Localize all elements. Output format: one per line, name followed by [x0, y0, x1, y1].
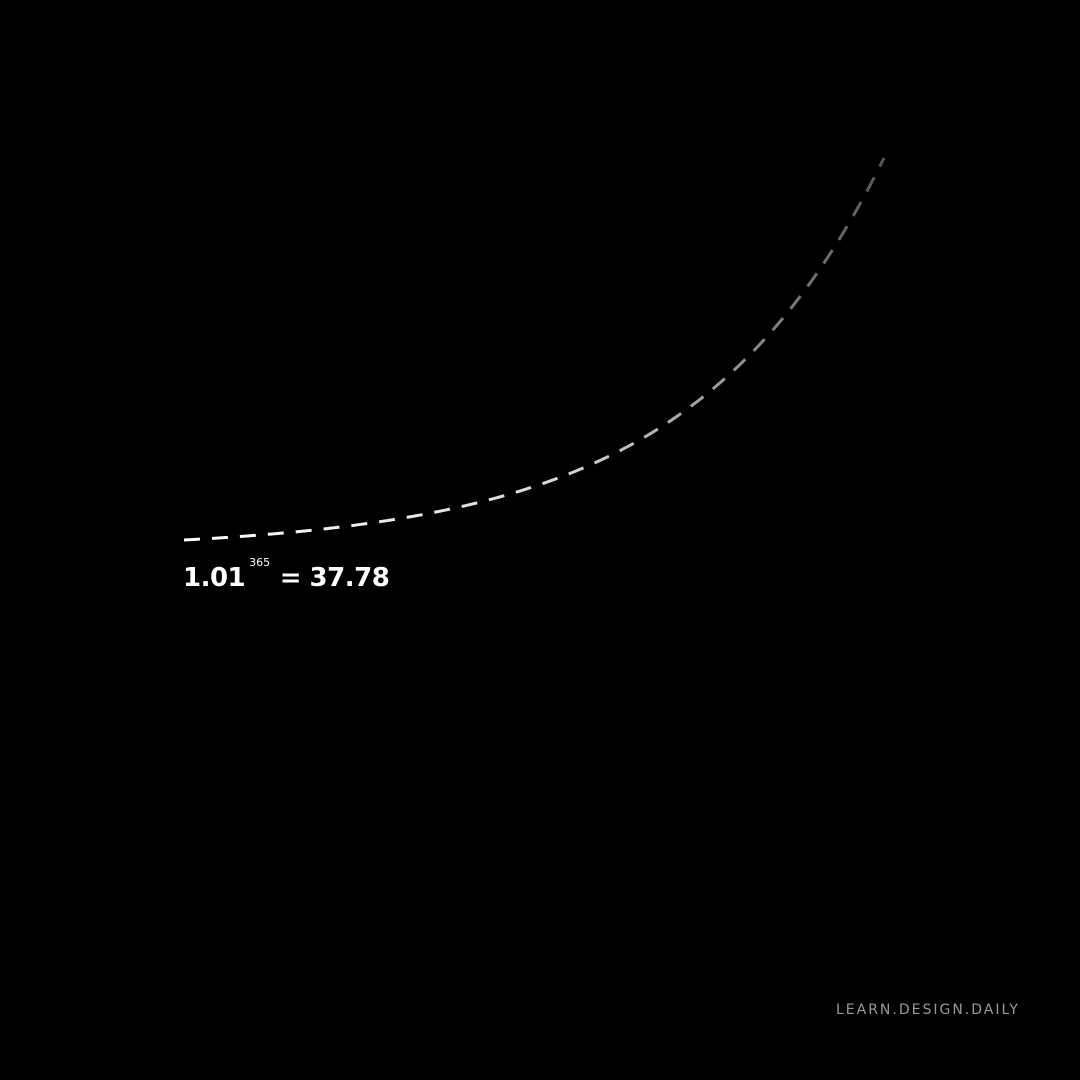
formula-exponent: 365	[249, 556, 271, 569]
formula-label: 1.01365 = 37.78	[183, 556, 390, 601]
brand-watermark: LEARN.DESIGN.DAILY	[835, 1002, 1020, 1018]
formula-base: 1.01	[183, 563, 246, 593]
formula-result: = 37.78	[279, 563, 390, 593]
growth-curve	[183, 157, 886, 542]
